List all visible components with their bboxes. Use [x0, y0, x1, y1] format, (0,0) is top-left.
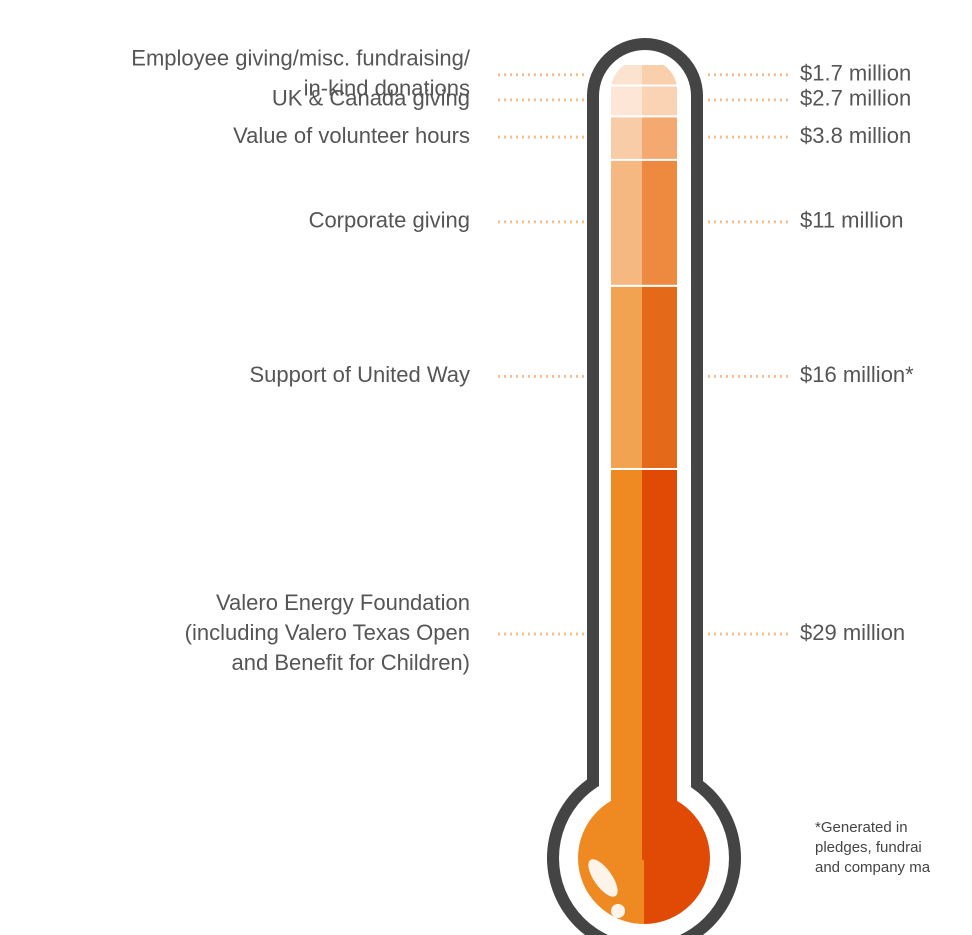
segment-right	[642, 468, 677, 860]
segment-right	[642, 84, 677, 115]
footnote: and company ma	[815, 859, 931, 876]
segment-left	[611, 285, 642, 468]
category-label: in-kind donations	[304, 76, 470, 101]
category-label: Support of United Way	[249, 362, 470, 387]
category-label: and Benefit for Children)	[232, 650, 470, 675]
footnote: *Generated in	[815, 819, 908, 836]
value-label: $29 million	[800, 620, 905, 645]
category-label: Employee giving/misc. fundraising/	[131, 46, 471, 71]
chart: Valero Energy Foundation (including Valer…	[0, 0, 972, 935]
value-label: $16 million*	[800, 362, 914, 387]
category-label: (including Valero Texas Open	[185, 620, 470, 645]
segment-left	[611, 468, 642, 860]
segment-left	[611, 84, 642, 115]
value-label: $2.7 million	[800, 86, 911, 111]
segment-left	[611, 115, 642, 159]
footnote: pledges, fundrai	[815, 839, 922, 856]
value-label: $3.8 million	[800, 123, 911, 148]
category-label: Corporate giving	[309, 208, 470, 233]
segments	[611, 65, 677, 860]
category-label: Value of volunteer hours	[233, 123, 470, 148]
labels: Valero Energy Foundation (including Valer…	[131, 46, 930, 876]
segment-right	[642, 115, 677, 159]
value-label: $11 million	[800, 208, 904, 233]
page: {"chart_data": { "type": "thermometer", …	[0, 0, 972, 935]
segment-left	[611, 159, 642, 285]
segment-right	[642, 159, 677, 285]
category-label: Valero Energy Foundation	[216, 590, 470, 615]
segment-right	[642, 285, 677, 468]
value-label: $1.7 million	[800, 61, 911, 86]
